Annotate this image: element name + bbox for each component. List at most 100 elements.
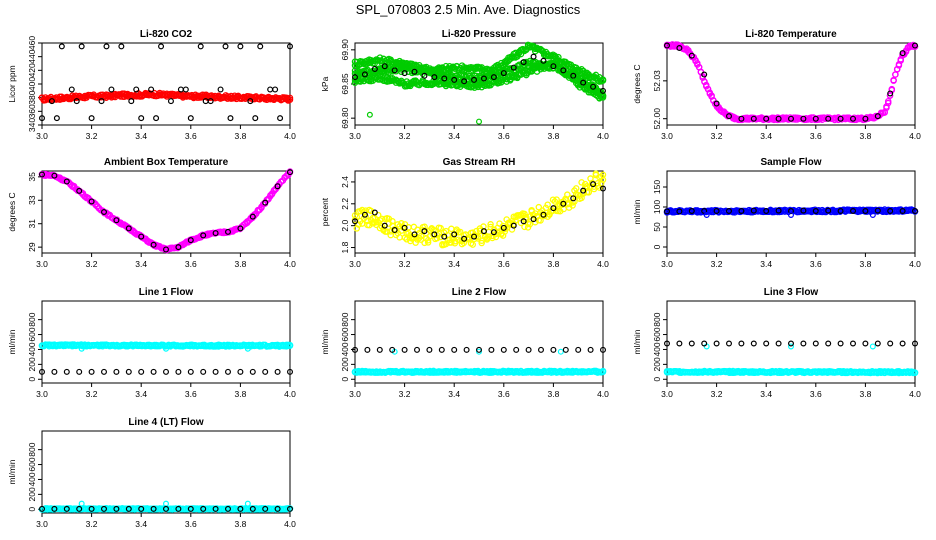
x-tick-label: 3.2 [86, 259, 98, 269]
data-point [490, 74, 497, 81]
data-point [519, 212, 526, 219]
data-point [599, 171, 607, 179]
y-tick-label: 52.03 [652, 70, 662, 92]
x-tick-label: 3.0 [36, 131, 48, 141]
data-point [590, 83, 597, 90]
y-tick-label: 440 [27, 49, 37, 63]
data-point [125, 225, 132, 232]
y-tick-label: 400 [27, 77, 37, 91]
data-point [599, 346, 606, 353]
y-tick-label: 0 [652, 244, 662, 249]
data-point [523, 214, 530, 221]
data-point [63, 505, 70, 512]
data-point [138, 233, 145, 240]
data-point [585, 188, 592, 196]
data-point [775, 115, 782, 122]
data-point [366, 111, 373, 118]
data-point [892, 71, 899, 78]
y-tick-label: 200 [652, 357, 662, 371]
x-tick-label: 3.0 [349, 259, 361, 269]
x-tick-label: 3.4 [448, 131, 460, 141]
series-avg [38, 43, 294, 122]
series-avg [38, 505, 294, 512]
data-point [274, 183, 281, 190]
x-tick-label: 4.0 [284, 389, 296, 399]
data-point [113, 217, 120, 224]
data-point [530, 212, 537, 219]
data-point [564, 191, 571, 198]
y-tick-label: 52.00 [652, 108, 662, 130]
data-point [787, 115, 794, 122]
x-tick-label: 3.6 [810, 259, 822, 269]
data-point [530, 53, 537, 60]
x-tick-label: 3.8 [859, 131, 871, 141]
data-point [383, 228, 391, 235]
panel-licor_temp: Li-820 Temperature 3.0 3.2 3.4 3.6 3.8 4.0 52.0… [632, 29, 921, 141]
data-point [587, 346, 594, 353]
data-point [175, 368, 182, 375]
data-point [849, 340, 856, 347]
data-point [874, 207, 881, 214]
x-tick-label: 3.8 [234, 519, 246, 529]
data-point [187, 115, 194, 122]
data-point [148, 86, 155, 93]
data-layer [663, 340, 919, 377]
series-avg [663, 340, 918, 347]
data-point [544, 201, 551, 208]
data-point [463, 346, 470, 353]
y-tick-label: 360 [27, 104, 37, 118]
data-point [738, 115, 745, 122]
data-point [437, 233, 444, 241]
data-point [763, 208, 770, 215]
x-tick-label: 3.8 [547, 259, 559, 269]
y-tick-label: 100 [652, 200, 662, 214]
data-point [911, 369, 919, 376]
y-axis-label: ml/min [632, 199, 642, 224]
x-tick-label: 3.0 [661, 131, 673, 141]
data-point [128, 98, 135, 105]
data-point [478, 239, 485, 247]
data-point [411, 231, 418, 238]
y-tick-label: 400 [27, 472, 37, 486]
data-point [244, 345, 251, 352]
data-point [167, 98, 174, 105]
x-tick-label: 3.4 [135, 131, 147, 141]
data-point [391, 227, 398, 234]
y-tick-label: 400 [652, 342, 662, 356]
data-point [352, 74, 359, 81]
data-point [187, 368, 194, 375]
data-point [249, 213, 256, 220]
series-avg [38, 368, 294, 375]
y-axis-label: ml/min [320, 329, 330, 354]
data-point [542, 204, 550, 212]
series-cyan-spikes [78, 500, 251, 507]
data-point [200, 368, 207, 375]
data-point [287, 505, 294, 512]
data-point [118, 43, 125, 50]
x-tick-label: 4.0 [909, 131, 921, 141]
x-tick-label: 3.0 [349, 131, 361, 141]
data-point [267, 86, 274, 93]
data-point [557, 348, 564, 355]
data-point [599, 87, 606, 94]
data-point [471, 233, 478, 240]
x-tick-label: 3.6 [810, 389, 822, 399]
data-point [225, 505, 232, 512]
data-point [480, 228, 487, 235]
data-point [461, 235, 468, 242]
plot-frame [41, 42, 291, 126]
data-point [138, 505, 145, 512]
series-outliers [366, 111, 483, 125]
data-point [597, 180, 605, 187]
data-point [113, 368, 120, 375]
data-point [775, 340, 782, 347]
x-tick-label: 3.4 [448, 259, 460, 269]
data-point [153, 115, 160, 122]
data-point [899, 50, 906, 57]
y-tick-label: 600 [340, 327, 350, 341]
data-point [88, 198, 95, 205]
data-point [361, 211, 368, 218]
x-tick-label: 3.6 [810, 131, 822, 141]
data-point [688, 208, 695, 215]
x-tick-label: 3.2 [86, 389, 98, 399]
